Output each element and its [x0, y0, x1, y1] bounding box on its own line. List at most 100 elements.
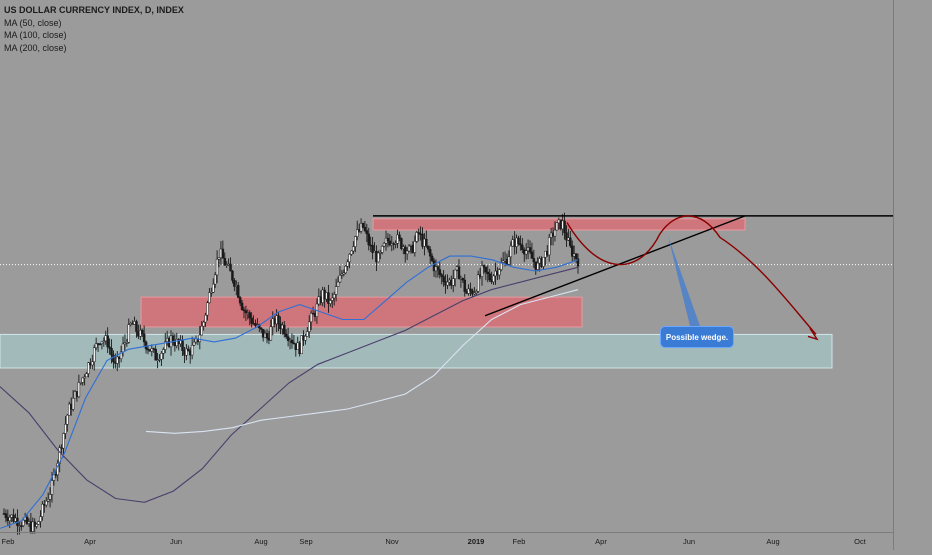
candle-body — [62, 433, 65, 449]
candle-body — [79, 382, 83, 384]
ma100-line — [0, 266, 579, 503]
candle-body — [39, 516, 42, 522]
candle-body — [121, 343, 125, 353]
candle-body — [517, 237, 520, 244]
chart-legend: US DOLLAR CURRENCY INDEX, D, INDEX MA (5… — [4, 4, 184, 54]
candle-body — [204, 314, 207, 323]
candle-body — [463, 279, 466, 292]
zone-mid — [140, 296, 583, 328]
candle-body — [269, 326, 273, 341]
candle-body — [509, 245, 513, 258]
candle-body — [242, 309, 246, 311]
candle-body — [233, 280, 236, 287]
candle-body — [440, 274, 443, 277]
candle-body — [25, 516, 29, 524]
candle-body — [432, 260, 436, 272]
projection-curve — [566, 215, 817, 335]
candle-body — [221, 248, 225, 259]
candle-body — [116, 356, 119, 364]
candle-body — [332, 294, 336, 299]
candle-body — [277, 315, 280, 325]
candle-body — [536, 262, 539, 270]
candle-body — [348, 253, 351, 263]
candle-body — [35, 524, 38, 527]
candle-body — [171, 335, 175, 343]
legend-ma50: MA (50, close) — [4, 17, 62, 28]
x-tick-label: Oct — [854, 537, 867, 546]
candle-body — [240, 302, 244, 310]
candle-body — [413, 241, 417, 253]
candle-body — [92, 347, 96, 363]
candle-body — [488, 273, 491, 281]
candle-body — [442, 276, 445, 282]
candle-body — [192, 341, 196, 346]
candle-body — [430, 255, 434, 262]
candle-body — [127, 324, 131, 343]
wedge-annotation[interactable]: Possible wedge. — [660, 326, 734, 348]
candle-body — [87, 362, 90, 374]
candle-body — [94, 343, 98, 349]
candle-body — [327, 292, 330, 304]
candle-body — [453, 269, 457, 279]
candle-body — [102, 340, 106, 343]
candle-body — [112, 354, 115, 363]
candle-body — [77, 382, 81, 398]
candle-body — [68, 403, 71, 416]
candle-body — [417, 232, 420, 235]
candle-body — [355, 229, 359, 237]
candle-body — [367, 233, 370, 246]
candle-body — [20, 525, 23, 527]
candle-body — [190, 345, 194, 356]
candle-body — [140, 329, 144, 335]
candle-body — [286, 336, 290, 341]
time-axis[interactable] — [0, 532, 893, 551]
candle-body — [21, 519, 25, 526]
candle-body — [461, 278, 465, 281]
candle-body — [415, 232, 418, 242]
candle-body — [338, 275, 342, 283]
candle-body — [467, 288, 470, 294]
candle-body — [215, 258, 219, 276]
x-tick-label: Nov — [385, 537, 399, 546]
candle-body — [346, 261, 349, 267]
candle-body — [451, 278, 455, 286]
x-tick-label: Apr — [84, 537, 96, 546]
candle-body — [553, 229, 557, 237]
candle-body — [565, 232, 568, 241]
candle-body — [284, 333, 288, 338]
candle-body — [41, 503, 44, 517]
x-tick-label: Feb — [2, 537, 15, 546]
candle-body — [307, 321, 311, 332]
x-tick-label: Aug — [254, 537, 267, 546]
candle-body — [250, 317, 253, 324]
x-tick-label: Sep — [299, 537, 312, 546]
candle-body — [110, 348, 113, 356]
candle-body — [394, 243, 397, 245]
candle-body — [476, 274, 480, 292]
candle-body — [229, 263, 232, 272]
candle-body — [350, 250, 353, 255]
candle-body — [150, 348, 154, 352]
candle-body — [519, 243, 522, 246]
candle-body — [334, 286, 338, 295]
candle-body — [371, 244, 374, 253]
candle-body — [396, 234, 399, 244]
candle-body — [223, 257, 227, 266]
candle-body — [198, 334, 202, 343]
candle-body — [486, 271, 490, 275]
candle-body — [425, 238, 428, 247]
candle-body — [244, 310, 248, 313]
candle-body — [50, 480, 54, 495]
candle-body — [283, 324, 286, 335]
candle-body — [8, 517, 12, 522]
candle-body — [37, 521, 40, 525]
price-axis[interactable] — [893, 0, 932, 550]
x-tick-label: Aug — [766, 537, 779, 546]
candle-body — [213, 274, 217, 285]
candle-body — [438, 269, 442, 275]
x-tick-label: Feb — [513, 537, 526, 546]
candle-body — [300, 335, 303, 355]
candle-body — [563, 220, 566, 233]
